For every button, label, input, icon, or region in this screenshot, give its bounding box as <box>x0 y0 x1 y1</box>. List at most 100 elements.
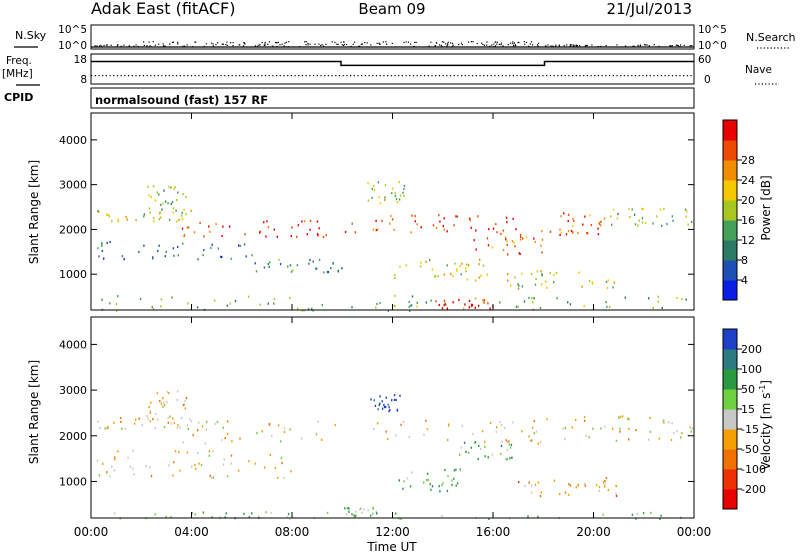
nsky-point <box>616 44 618 46</box>
heatmap-cell <box>186 451 189 454</box>
heatmap-cell <box>434 275 437 278</box>
nsky-point <box>468 41 470 43</box>
nsky-point <box>441 41 444 43</box>
nsky-point <box>343 41 345 43</box>
heatmap-cell <box>179 426 181 429</box>
heatmap-cell <box>491 453 493 456</box>
heatmap-cell <box>373 189 376 192</box>
heatmap-cell <box>427 478 429 481</box>
heatmap-cell <box>500 444 503 448</box>
nsky-point <box>391 42 393 44</box>
nsky-point <box>232 42 234 44</box>
heatmap-cell <box>265 511 267 514</box>
heatmap-cell <box>107 213 109 216</box>
nsky-point <box>643 44 646 46</box>
heatmap-cell <box>402 191 404 194</box>
heatmap-cell <box>589 214 591 217</box>
heatmap-cell <box>425 301 427 304</box>
heatmap-cell <box>567 220 569 223</box>
heatmap-cell <box>416 305 418 308</box>
velocity-panel: 1000 2000 3000 4000 Slant Range [km] -200 -1… <box>27 113 773 554</box>
heatmap-cell <box>453 469 456 472</box>
velocity-cbar-label-end: ] <box>759 380 773 385</box>
heatmap-cell <box>97 420 99 423</box>
heatmap-cell <box>660 514 662 517</box>
heatmap-cell <box>387 309 389 312</box>
nsky-point <box>143 44 145 46</box>
nsky-point <box>632 45 634 47</box>
heatmap-cell <box>570 229 573 233</box>
heatmap-cell <box>269 261 271 264</box>
nsky-point <box>445 43 447 45</box>
heatmap-cell <box>185 397 188 400</box>
heatmap-cell <box>355 514 357 517</box>
nsearch-label: N.Search <box>746 31 796 44</box>
heatmap-cell <box>167 202 169 205</box>
heatmap-cell <box>610 215 612 218</box>
nsky-point <box>177 43 179 45</box>
heatmap-cell <box>430 488 432 491</box>
heatmap-cell <box>458 298 460 301</box>
nsky-point <box>285 41 288 43</box>
heatmap-cell <box>228 225 231 228</box>
heatmap-cell <box>267 226 270 229</box>
heatmap-cell <box>195 467 197 471</box>
heatmap-cell <box>584 484 586 487</box>
heatmap-cell <box>559 233 561 236</box>
heatmap-cell <box>99 426 101 429</box>
nsky-point <box>267 43 269 45</box>
nsky-point <box>352 43 354 45</box>
time-xlabel: Time UT <box>366 540 417 554</box>
heatmap-cell <box>600 427 602 430</box>
heatmap-cell <box>472 432 474 435</box>
heatmap-cell <box>150 401 152 404</box>
heatmap-cell <box>403 480 405 483</box>
heatmap-cell <box>160 203 162 206</box>
colorbar-swatch <box>723 240 737 261</box>
nsky-point <box>256 45 259 47</box>
heatmap-cell <box>119 416 122 420</box>
colorbar-swatch <box>723 389 737 410</box>
nsky-point <box>639 44 642 46</box>
heatmap-cell <box>394 273 396 277</box>
nsky-point <box>523 41 525 43</box>
heatmap-cell <box>605 476 608 480</box>
heatmap-cell <box>585 434 587 437</box>
nave-tick-bottom: 0 <box>704 74 711 86</box>
heatmap-cell <box>456 268 458 271</box>
heatmap-cell <box>568 483 570 486</box>
heatmap-cell <box>492 227 495 230</box>
nsky-label: N.Sky <box>15 29 47 42</box>
heatmap-cell <box>619 427 621 430</box>
nsky-point <box>430 41 432 43</box>
heatmap-cell <box>221 234 223 238</box>
heatmap-cell <box>446 264 448 267</box>
heatmap-cell <box>555 271 558 275</box>
nsky-point <box>573 44 575 46</box>
heatmap-cell <box>540 244 542 247</box>
nsky-point <box>653 44 655 46</box>
heatmap-cell <box>425 419 427 422</box>
heatmap-cell <box>375 510 377 513</box>
heatmap-cell <box>148 194 150 197</box>
nsky-point <box>585 44 587 46</box>
heatmap-cell <box>326 511 329 514</box>
heatmap-cell <box>222 225 224 228</box>
heatmap-cell <box>615 492 617 495</box>
heatmap-cell <box>617 212 619 216</box>
heatmap-cell <box>376 302 378 306</box>
heatmap-cell <box>194 463 196 467</box>
heatmap-cell <box>590 224 593 227</box>
heatmap-cell <box>583 419 586 422</box>
nsky-point <box>414 41 416 43</box>
nsky-point <box>94 45 96 47</box>
heatmap-cell <box>450 273 452 276</box>
heatmap-cell <box>103 257 105 260</box>
heatmap-cell <box>591 281 593 284</box>
nsky-point <box>409 43 412 45</box>
nave-label: Nave <box>745 64 772 76</box>
heatmap-cell <box>344 507 346 510</box>
heatmap-cell <box>370 398 372 401</box>
heatmap-cell <box>446 230 448 233</box>
heatmap-cell <box>628 418 630 421</box>
